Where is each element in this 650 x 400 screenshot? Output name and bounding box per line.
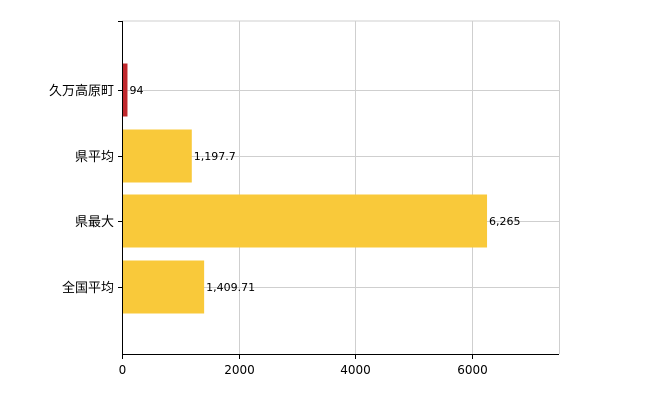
data-label-2: 6,265 xyxy=(489,215,520,228)
x-tick-label-3: 6000 xyxy=(457,363,488,377)
bar-0 xyxy=(123,63,128,117)
category-label-0: 久万高原町 xyxy=(49,83,114,99)
data-label-0: 94 xyxy=(129,84,143,97)
x-tick-label-1: 2000 xyxy=(224,363,255,377)
bar-1 xyxy=(123,129,192,183)
grid-lines xyxy=(122,20,560,354)
x-tick-label-2: 4000 xyxy=(340,363,371,377)
category-label-2: 県最大 xyxy=(75,215,114,230)
data-label-3: 1,409.71 xyxy=(206,281,255,294)
labels: 94 久万高原町 1,197.7 県平均 6,265 県最大 1,409.71 全国平均 0 20… xyxy=(49,21,521,377)
bars xyxy=(123,63,488,314)
bar-3 xyxy=(123,260,205,314)
category-label-3: 全国平均 xyxy=(62,280,114,296)
axes xyxy=(122,21,559,355)
data-label-1: 1,197.7 xyxy=(194,150,236,163)
bar-2 xyxy=(123,194,488,248)
category-label-1: 県平均 xyxy=(75,150,114,165)
x-tick-label-0: 0 xyxy=(119,363,127,377)
